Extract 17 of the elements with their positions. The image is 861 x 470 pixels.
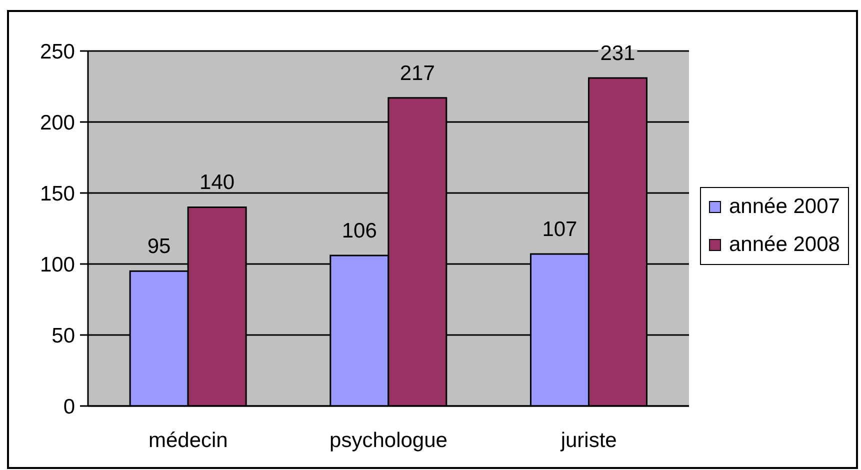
y-tick-label: 250 bbox=[40, 40, 75, 64]
y-tick-label: 200 bbox=[40, 111, 75, 134]
x-tick-label: juriste bbox=[560, 428, 617, 452]
data-label: 95 bbox=[147, 235, 171, 258]
data-label: 231 bbox=[600, 42, 636, 65]
data-label: 106 bbox=[342, 219, 377, 242]
data-label: 107 bbox=[542, 218, 578, 242]
y-tick-label: 0 bbox=[63, 395, 75, 418]
legend-label: année 2008 bbox=[729, 232, 840, 258]
y-tick-label: 50 bbox=[52, 324, 75, 348]
x-tick-label: médecin bbox=[148, 428, 228, 452]
y-tick-label: 150 bbox=[40, 182, 75, 206]
data-label: 140 bbox=[200, 171, 235, 194]
data-label: 217 bbox=[400, 62, 435, 85]
legend-label: année 2007 bbox=[729, 194, 840, 220]
x-tick-label: psychologue bbox=[330, 428, 448, 452]
y-tick-label: 100 bbox=[40, 253, 75, 276]
